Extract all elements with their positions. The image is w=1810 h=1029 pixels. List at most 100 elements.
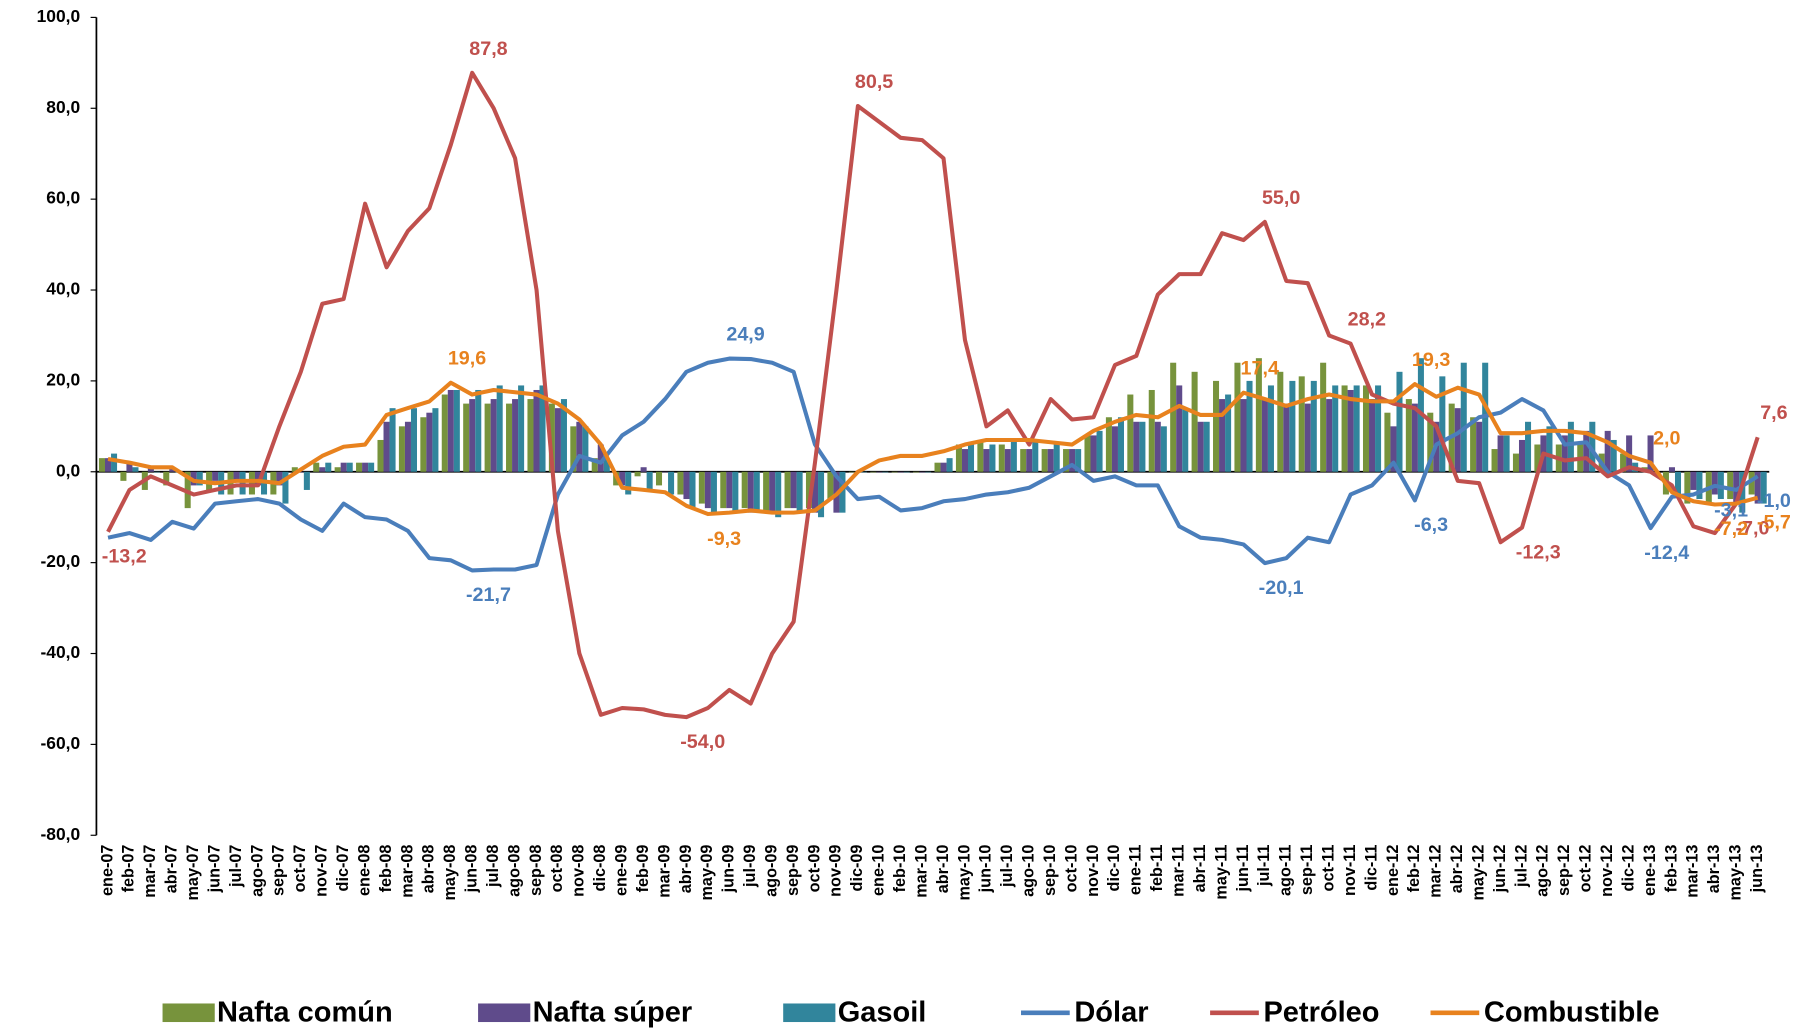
bar (1497, 435, 1504, 472)
x-tick-label: ene-13 (1641, 845, 1659, 896)
legend-label: Combustible (1484, 997, 1660, 1029)
bar (1010, 439, 1017, 472)
bar (582, 426, 589, 472)
x-tick-label: sep-08 (527, 845, 545, 896)
x-tick-label: jul-09 (741, 845, 759, 888)
bar (1620, 453, 1627, 472)
bar (913, 471, 920, 473)
bar (120, 471, 127, 481)
bar (1353, 385, 1360, 472)
bar (1246, 380, 1253, 472)
bar (897, 471, 904, 473)
bar (747, 471, 754, 513)
data-label: -12,4 (1644, 542, 1689, 564)
bar (1396, 371, 1403, 472)
bar (1182, 408, 1189, 472)
bar (1727, 471, 1734, 500)
x-tick-label: oct-09 (805, 845, 823, 893)
data-label: -21,7 (466, 584, 511, 606)
x-tick-label: nov-08 (570, 845, 588, 897)
x-tick-label: feb-11 (1148, 845, 1166, 892)
y-tick-label: 60,0 (46, 188, 80, 208)
bar (233, 471, 240, 481)
bar (1369, 399, 1376, 472)
bar (1197, 421, 1204, 472)
bar (925, 471, 932, 473)
x-tick-label: may-12 (1469, 845, 1487, 901)
bar (576, 421, 583, 472)
line (107, 356, 1759, 573)
bar (254, 471, 262, 486)
bar (560, 399, 567, 472)
bar (340, 462, 347, 472)
data-label: -5,7 (1757, 511, 1791, 533)
bar (1096, 430, 1103, 472)
bar (132, 467, 139, 472)
bar (1518, 439, 1526, 472)
bar (1069, 449, 1076, 472)
y-tick-label: -80,0 (41, 824, 81, 844)
x-tick-label: dic-07 (334, 845, 352, 892)
bar (839, 471, 846, 513)
bar (496, 385, 503, 472)
x-tick-label: jun-11 (1234, 845, 1252, 893)
bar (1203, 421, 1210, 472)
data-label: -1,0 (1757, 490, 1791, 512)
bar (1191, 371, 1198, 472)
x-tick-label: ago-08 (505, 845, 523, 897)
bar (1390, 426, 1397, 472)
bar (720, 471, 727, 509)
bar (1739, 471, 1746, 513)
legend-swatch (478, 1003, 531, 1023)
bar (790, 471, 797, 509)
bar (1754, 471, 1761, 504)
x-tick-label: jun-13 (1748, 845, 1766, 894)
bar (1690, 471, 1697, 490)
bar (1362, 385, 1370, 472)
y-tick-label: 0,0 (56, 460, 80, 480)
bar (1512, 453, 1519, 472)
bar (1075, 449, 1082, 472)
bar (554, 408, 561, 472)
x-tick-label: ago-09 (762, 845, 780, 897)
legend-item: Gasoil (783, 997, 926, 1029)
x-tick-label: ene-09 (612, 845, 630, 896)
y-tick-label: 100,0 (37, 6, 81, 26)
bar (282, 471, 289, 504)
bar (1105, 417, 1112, 472)
bar (704, 471, 711, 509)
x-tick-label: ene-07 (98, 845, 116, 896)
x-tick-label: ene-08 (355, 845, 373, 896)
bar (147, 467, 154, 472)
x-tick-label: abr-10 (934, 845, 952, 894)
data-label: 55,0 (1262, 187, 1300, 209)
bar (111, 453, 118, 472)
bar (126, 462, 133, 472)
bar (313, 462, 320, 472)
data-label: -3,1 (1714, 500, 1748, 522)
bar (1470, 417, 1477, 472)
x-tick-label: sep-09 (784, 845, 802, 896)
bar (1160, 426, 1167, 472)
bar (410, 408, 418, 472)
bar (634, 471, 641, 477)
bar (98, 458, 106, 472)
bar (1491, 449, 1498, 472)
bar (827, 471, 834, 500)
bar (1047, 449, 1054, 472)
x-tick-label: ene-10 (870, 845, 888, 896)
bar (527, 399, 534, 472)
bar (683, 471, 690, 500)
x-tick-label: abr-11 (1191, 845, 1209, 893)
bar (1139, 421, 1146, 472)
bar (404, 421, 411, 472)
bar (1454, 408, 1461, 472)
bar (1234, 362, 1241, 472)
bar (490, 399, 497, 472)
bar (710, 471, 717, 513)
bar (591, 458, 598, 472)
x-tick-label: sep-07 (270, 845, 288, 896)
bar (1032, 439, 1039, 472)
bar (1298, 376, 1305, 472)
